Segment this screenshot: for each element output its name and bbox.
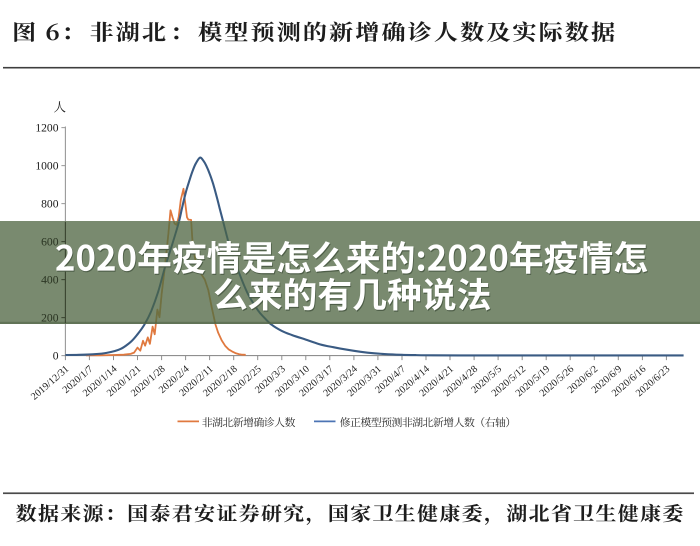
svg-text:600: 600 xyxy=(41,236,59,249)
svg-text:1200: 1200 xyxy=(35,122,58,135)
svg-text:800: 800 xyxy=(41,198,59,211)
svg-text:1000: 1000 xyxy=(35,160,58,173)
svg-text:200: 200 xyxy=(41,312,59,325)
svg-text:400: 400 xyxy=(41,274,59,287)
svg-text:0: 0 xyxy=(53,350,59,363)
